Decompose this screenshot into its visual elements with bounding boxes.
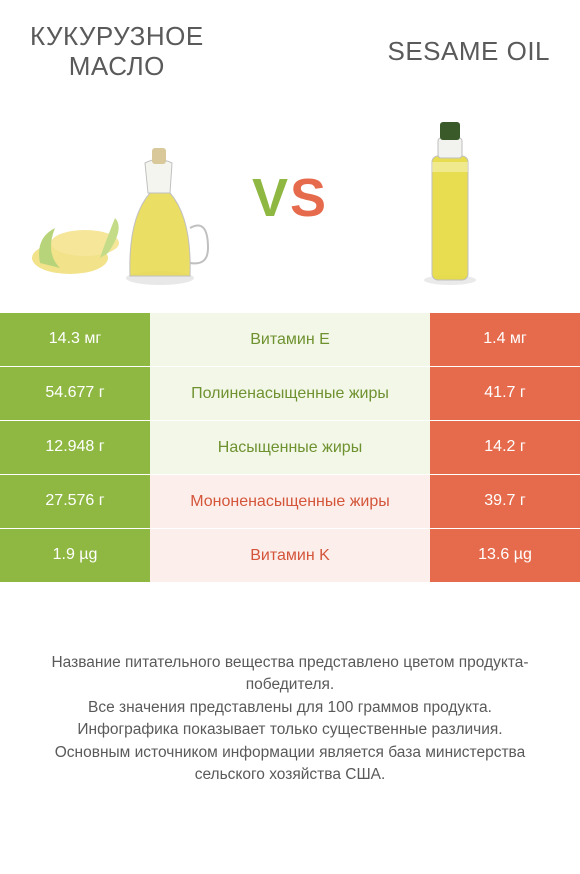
cell-mid: Витамин E: [150, 313, 430, 366]
footer-notes: Название питательного вещества представл…: [0, 582, 580, 787]
header: КУКУРУЗНОЕ МАСЛО SESAME OIL: [0, 0, 580, 92]
cell-left: 54.677 г: [0, 367, 150, 420]
cell-mid: Насыщенные жиры: [150, 421, 430, 474]
title-left-line1: КУКУРУЗНОЕ: [30, 22, 204, 52]
cell-mid: Полиненасыщенные жиры: [150, 367, 430, 420]
cell-mid: Витамин K: [150, 529, 430, 582]
table-row: 12.948 г Насыщенные жиры 14.2 г: [0, 420, 580, 474]
vs-label: VS: [252, 167, 328, 229]
cell-right: 1.4 мг: [430, 313, 580, 366]
table-row: 27.576 г Мононенасыщенные жиры 39.7 г: [0, 474, 580, 528]
footer-line: Все значения представлены для 100 граммо…: [22, 697, 558, 719]
cell-left: 14.3 мг: [0, 313, 150, 366]
table-row: 14.3 мг Витамин E 1.4 мг: [0, 312, 580, 366]
title-left: КУКУРУЗНОЕ МАСЛО: [30, 22, 204, 82]
cell-right: 14.2 г: [430, 421, 580, 474]
table-row: 54.677 г Полиненасыщенные жиры 41.7 г: [0, 366, 580, 420]
corn-oil-image: [30, 108, 230, 288]
cell-right: 13.6 µg: [430, 529, 580, 582]
footer-line: Название питательного вещества представл…: [22, 652, 558, 697]
cell-left: 27.576 г: [0, 475, 150, 528]
sesame-oil-image: [350, 108, 550, 288]
table-row: 1.9 µg Витамин K 13.6 µg: [0, 528, 580, 582]
cell-left: 1.9 µg: [0, 529, 150, 582]
product-images: VS: [0, 92, 580, 312]
footer-line: Инфографика показывает только существенн…: [22, 719, 558, 741]
comparison-table: 14.3 мг Витамин E 1.4 мг 54.677 г Полине…: [0, 312, 580, 582]
title-left-line2: МАСЛО: [30, 52, 204, 82]
cell-right: 41.7 г: [430, 367, 580, 420]
title-right: SESAME OIL: [388, 36, 551, 67]
cell-mid: Мононенасыщенные жиры: [150, 475, 430, 528]
footer-line: Основным источником информации является …: [22, 742, 558, 787]
vs-v: V: [252, 168, 290, 228]
vs-s: S: [290, 168, 328, 228]
cell-left: 12.948 г: [0, 421, 150, 474]
cell-right: 39.7 г: [430, 475, 580, 528]
